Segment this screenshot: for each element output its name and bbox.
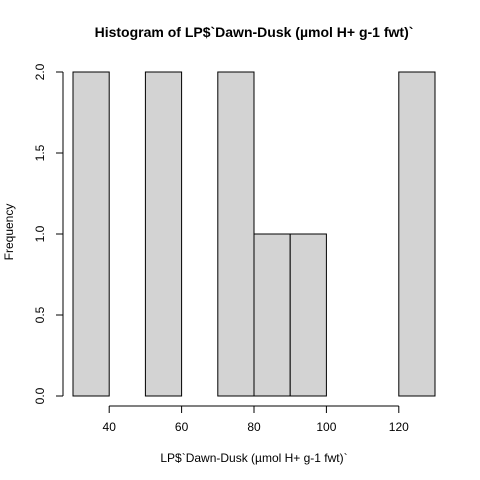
x-tick-label: 80 [247,420,261,434]
x-axis: 40 60 80 100 120 [103,405,409,434]
y-axis-label: Frequency [2,204,16,261]
y-axis: 0.0 0.5 1.0 1.5 2.0 [33,63,64,404]
y-tick-label: 2.0 [33,63,47,80]
histogram-bar [144,71,183,397]
x-tick-label: 100 [316,420,336,434]
chart-title: Histogram of LP$`Dawn-Dusk (µmol H+ g-1 … [95,24,414,40]
y-tick-label: 0.5 [33,306,47,323]
y-tick-label: 1.0 [33,225,47,242]
histogram-bar [72,71,110,397]
x-tick-label: 120 [389,420,409,434]
histogram-bar [289,233,327,397]
y-tick-label: 0.0 [33,387,47,404]
y-tick-label: 1.5 [33,144,47,161]
bars [72,71,436,397]
histogram-bar [398,71,436,397]
x-axis-label: LP$`Dawn-Dusk (µmol H+ g-1 fwt)` [160,451,347,465]
histogram-bar [253,233,291,397]
x-tick-label: 60 [175,420,189,434]
x-tick-label: 40 [103,420,117,434]
histogram-bar [217,71,255,397]
